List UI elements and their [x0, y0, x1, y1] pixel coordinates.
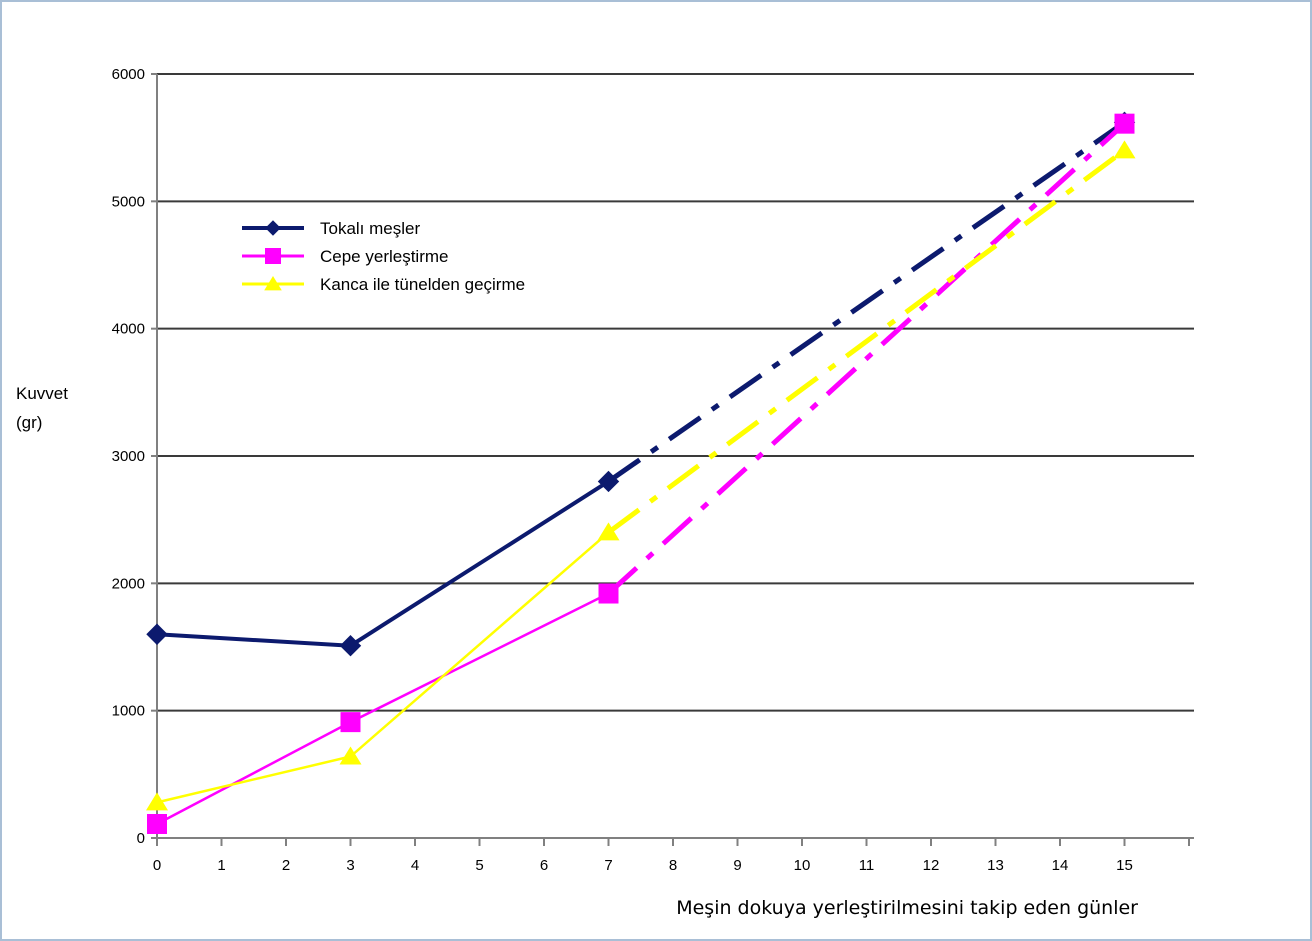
y-tick-label-5000: 5000 — [112, 193, 145, 210]
series-1-point-0 — [146, 623, 168, 645]
y-tick-label-0: 0 — [137, 830, 145, 847]
legend-marker-1 — [265, 220, 281, 236]
y-tick-label-2000: 2000 — [112, 575, 145, 592]
series-3-line — [156, 531, 610, 804]
series-3-point-1 — [339, 746, 362, 765]
y-tick-label-6000: 6000 — [112, 66, 145, 83]
series-2-projection-line — [606, 121, 1127, 596]
series-3-point-2 — [597, 522, 620, 541]
y-tick-label-3000: 3000 — [112, 448, 145, 465]
series-1-point-2 — [597, 470, 620, 493]
axes — [151, 73, 1194, 846]
legend-label-2: Cepe yerleştirme — [320, 247, 449, 266]
legend-label-1: Tokalı meşler — [320, 219, 420, 238]
x-tick-label-10: 10 — [794, 857, 811, 874]
y-tick-labels: 0 1000 2000 3000 4000 5000 6000 — [112, 66, 145, 847]
legend-label-3: Kanca ile tünelden geçirme — [320, 275, 525, 294]
x-tick-label-14: 14 — [1052, 857, 1069, 874]
series-group — [146, 111, 1136, 834]
y-tick-label-4000: 4000 — [112, 321, 145, 338]
series-2-line — [156, 592, 610, 826]
x-tick-label-6: 6 — [540, 857, 548, 874]
y-tick-label-1000: 1000 — [112, 703, 145, 720]
series-1-point-1 — [339, 635, 362, 657]
x-tick-label-4: 4 — [411, 857, 419, 874]
series-2-point-1 — [340, 712, 361, 733]
x-tick-labels: 0 1 2 3 4 5 6 7 8 9 10 11 12 13 14 15 — [153, 857, 1133, 874]
legend: Tokalı meşler Cepe yerleştirme Kanca ile t… — [242, 219, 525, 294]
series-3-projection-line — [607, 148, 1126, 535]
series-2-point-0 — [147, 813, 167, 834]
x-tick-label-1: 1 — [217, 857, 225, 874]
series-3-point-0 — [146, 792, 168, 811]
x-tick-label-5: 5 — [475, 857, 483, 874]
x-tick-label-7: 7 — [604, 857, 612, 874]
series-1-projection-line — [607, 120, 1126, 484]
legend-marker-3 — [264, 276, 282, 291]
x-tick-label-15: 15 — [1116, 857, 1133, 874]
series-2-point-2 — [598, 583, 619, 604]
x-tick-label-9: 9 — [733, 857, 741, 874]
series-2-point-end — [1114, 113, 1135, 134]
series-3 — [146, 140, 1136, 811]
x-tick-label-0: 0 — [153, 857, 161, 874]
x-tick-label-8: 8 — [669, 857, 677, 874]
x-tick-label-2: 2 — [282, 857, 290, 874]
series-1-line — [156, 479, 610, 648]
y-axis-label-line-2: (gr) — [16, 413, 42, 432]
x-tick-label-3: 3 — [346, 857, 354, 874]
series-3-point-end — [1113, 140, 1136, 159]
x-tick-label-12: 12 — [923, 857, 940, 874]
series-1 — [146, 111, 1136, 657]
gridlines — [157, 73, 1194, 712]
x-tick-label-11: 11 — [859, 857, 875, 874]
x-tick-label-13: 13 — [987, 857, 1004, 874]
x-axis-label: Meşin dokuya yerleştirilmesini takip ede… — [676, 897, 1138, 919]
legend-marker-2 — [265, 248, 281, 264]
series-2 — [147, 113, 1135, 834]
y-axis-label-line-1: Kuvvet — [16, 384, 68, 403]
